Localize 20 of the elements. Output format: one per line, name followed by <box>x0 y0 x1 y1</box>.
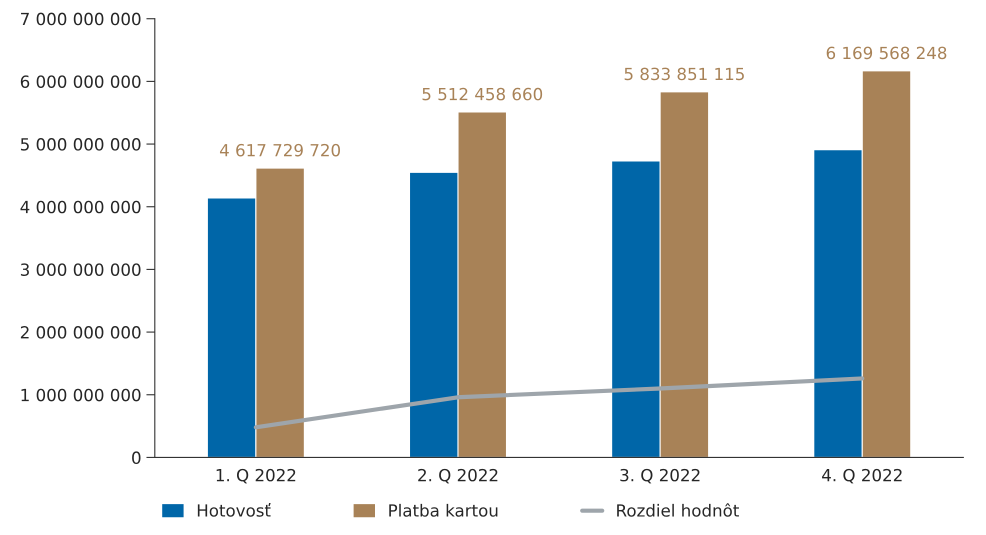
y-tick-label: 3 000 000 000 <box>20 263 140 276</box>
y-tick-label: 6 000 000 000 <box>20 75 140 88</box>
data-label: 5 833 851 115 <box>624 68 744 80</box>
data-label: 5 512 458 660 <box>422 88 542 100</box>
y-tick-label: 4 000 000 000 <box>20 200 140 214</box>
legend-label: Platba kartou <box>389 504 498 517</box>
data-label: 6 169 568 248 <box>826 46 946 60</box>
y-tick-label: 7 000 000 000 <box>21 12 140 26</box>
y-tick-label: 1 000 000 000 <box>22 388 140 402</box>
line-series <box>254 376 864 430</box>
x-tick-label: 1. Q 2022 <box>216 468 296 484</box>
x-tick-label: 2. Q 2022 <box>418 468 498 484</box>
y-tick-label: 5 000 000 000 <box>20 138 140 151</box>
legend-label: Hotovosť <box>198 503 271 517</box>
x-tick-label: 4. Q 2022 <box>822 468 902 484</box>
y-tick-label: 2 000 000 000 <box>20 326 140 339</box>
x-tick-label: 3. Q 2022 <box>620 468 700 484</box>
data-label: 4 617 729 720 <box>220 144 340 156</box>
legend-label: Rozdiel hodnôt <box>617 503 739 517</box>
y-tick-label: 0 <box>132 451 140 464</box>
